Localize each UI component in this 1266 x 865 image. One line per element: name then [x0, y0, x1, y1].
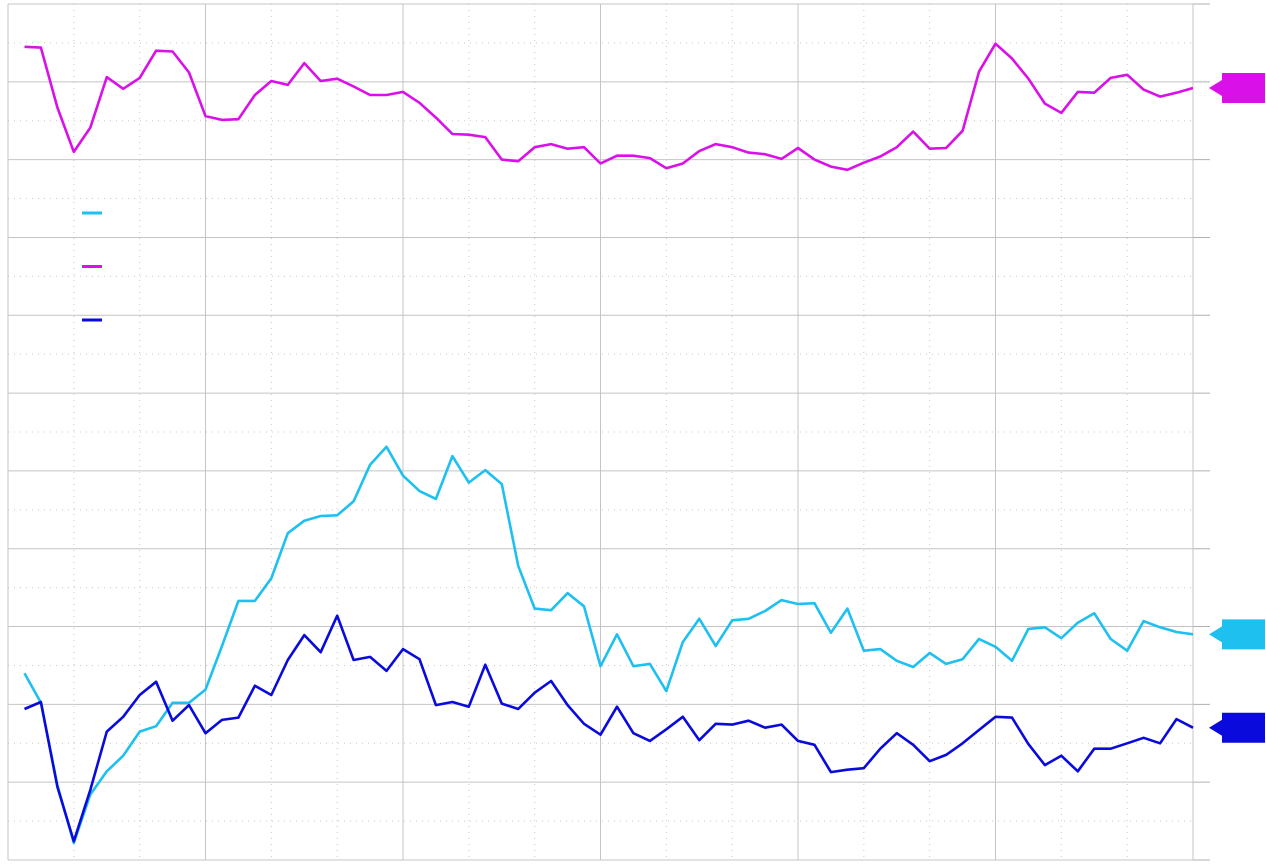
grid [7, 3, 1210, 861]
legend [82, 211, 102, 322]
series-line [23, 614, 1194, 843]
last-value-markers [1209, 73, 1265, 743]
plot [23, 42, 1194, 845]
series-line [24, 42, 1194, 172]
last-value-tag [1209, 73, 1265, 104]
last-value-tag [1209, 619, 1265, 650]
series-line [23, 445, 1194, 845]
last-value-tag [1209, 712, 1265, 743]
